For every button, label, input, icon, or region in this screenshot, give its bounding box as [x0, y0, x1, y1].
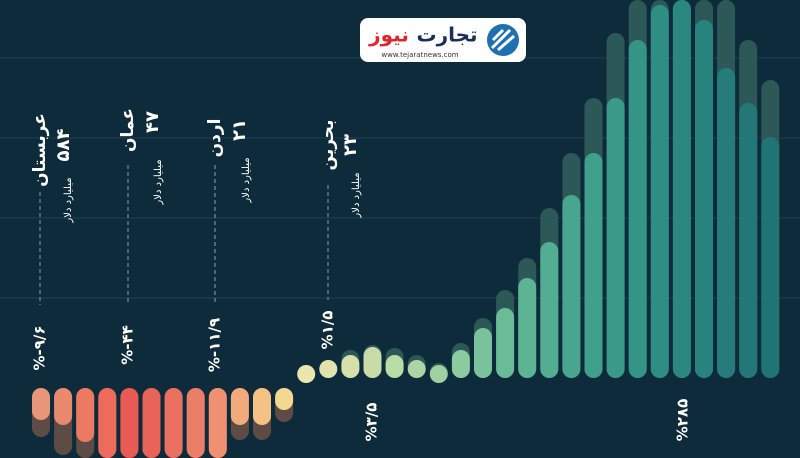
annotation-unit: میلیارد دلار: [63, 177, 74, 223]
bar: [230, 388, 249, 425]
bar: [341, 355, 360, 378]
logo-icon: [487, 24, 519, 56]
bar: [186, 388, 205, 458]
annotation-unit: میلیارد دلار: [241, 157, 252, 203]
bar: [297, 365, 316, 383]
bar: [363, 347, 382, 378]
logo-name-1: تجارت: [416, 23, 477, 47]
bar: [407, 360, 426, 378]
bar: [54, 388, 73, 425]
bar: [429, 365, 448, 383]
bar: [32, 388, 50, 420]
annotation-value: ۴۷: [142, 111, 163, 133]
annotation-percent: %-۴۴: [119, 325, 137, 365]
bar: [142, 388, 161, 458]
bar: [319, 360, 338, 378]
bar: [540, 242, 559, 378]
bar: [76, 388, 95, 442]
bar: [650, 5, 669, 378]
annotation-name: عربستان: [30, 113, 50, 187]
logo-box: [360, 18, 526, 62]
bar: [695, 20, 713, 378]
annotation-name: اردن: [205, 119, 225, 158]
bar: [474, 328, 492, 378]
bar: [385, 355, 404, 378]
logo-name-2: نیوز: [368, 23, 409, 47]
annotation-value: ۲۱: [229, 119, 250, 141]
bar: [672, 0, 691, 378]
annotation-name: عمان: [118, 108, 138, 152]
annotation-percent: %-۱۱/۹: [206, 318, 224, 372]
bar: [584, 153, 603, 378]
annotation-percent: %۱/۵: [319, 311, 337, 350]
logo: تجارت نیوز www.tejaratnews.com: [360, 18, 526, 62]
bar: [628, 40, 647, 378]
bar: [606, 98, 625, 378]
bar: [164, 388, 183, 458]
bar: [253, 388, 271, 425]
logo-url: www.tejaratnews.com: [381, 51, 458, 59]
bar: [739, 103, 758, 378]
annotation-percent: %۲۸۵: [674, 399, 692, 442]
bar: [496, 308, 515, 378]
annotation-unit: میلیارد دلار: [351, 172, 362, 218]
bar: [208, 388, 227, 458]
bar: [451, 350, 470, 378]
logo-icon-mark: [490, 28, 515, 52]
annotation-value: ۲۳: [340, 134, 361, 156]
annotation-name: بحرین: [318, 120, 338, 171]
annotation-percent: %-۹/۶: [31, 325, 49, 370]
bar: [562, 195, 581, 378]
bars: [32, 0, 780, 458]
bar: [761, 137, 780, 378]
annotation-value: ۵۸۴: [53, 129, 74, 162]
annotation-unit: میلیارد دلار: [153, 159, 164, 205]
bar: [120, 388, 139, 458]
bar: [275, 388, 294, 410]
bar: [518, 278, 537, 378]
annotation-percent: %۳/۵: [363, 403, 381, 442]
bar: [98, 388, 117, 458]
bar: [717, 68, 736, 378]
